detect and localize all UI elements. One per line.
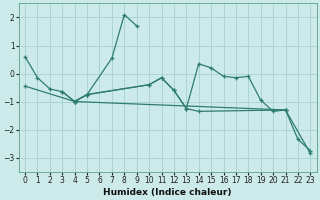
X-axis label: Humidex (Indice chaleur): Humidex (Indice chaleur)	[103, 188, 232, 197]
